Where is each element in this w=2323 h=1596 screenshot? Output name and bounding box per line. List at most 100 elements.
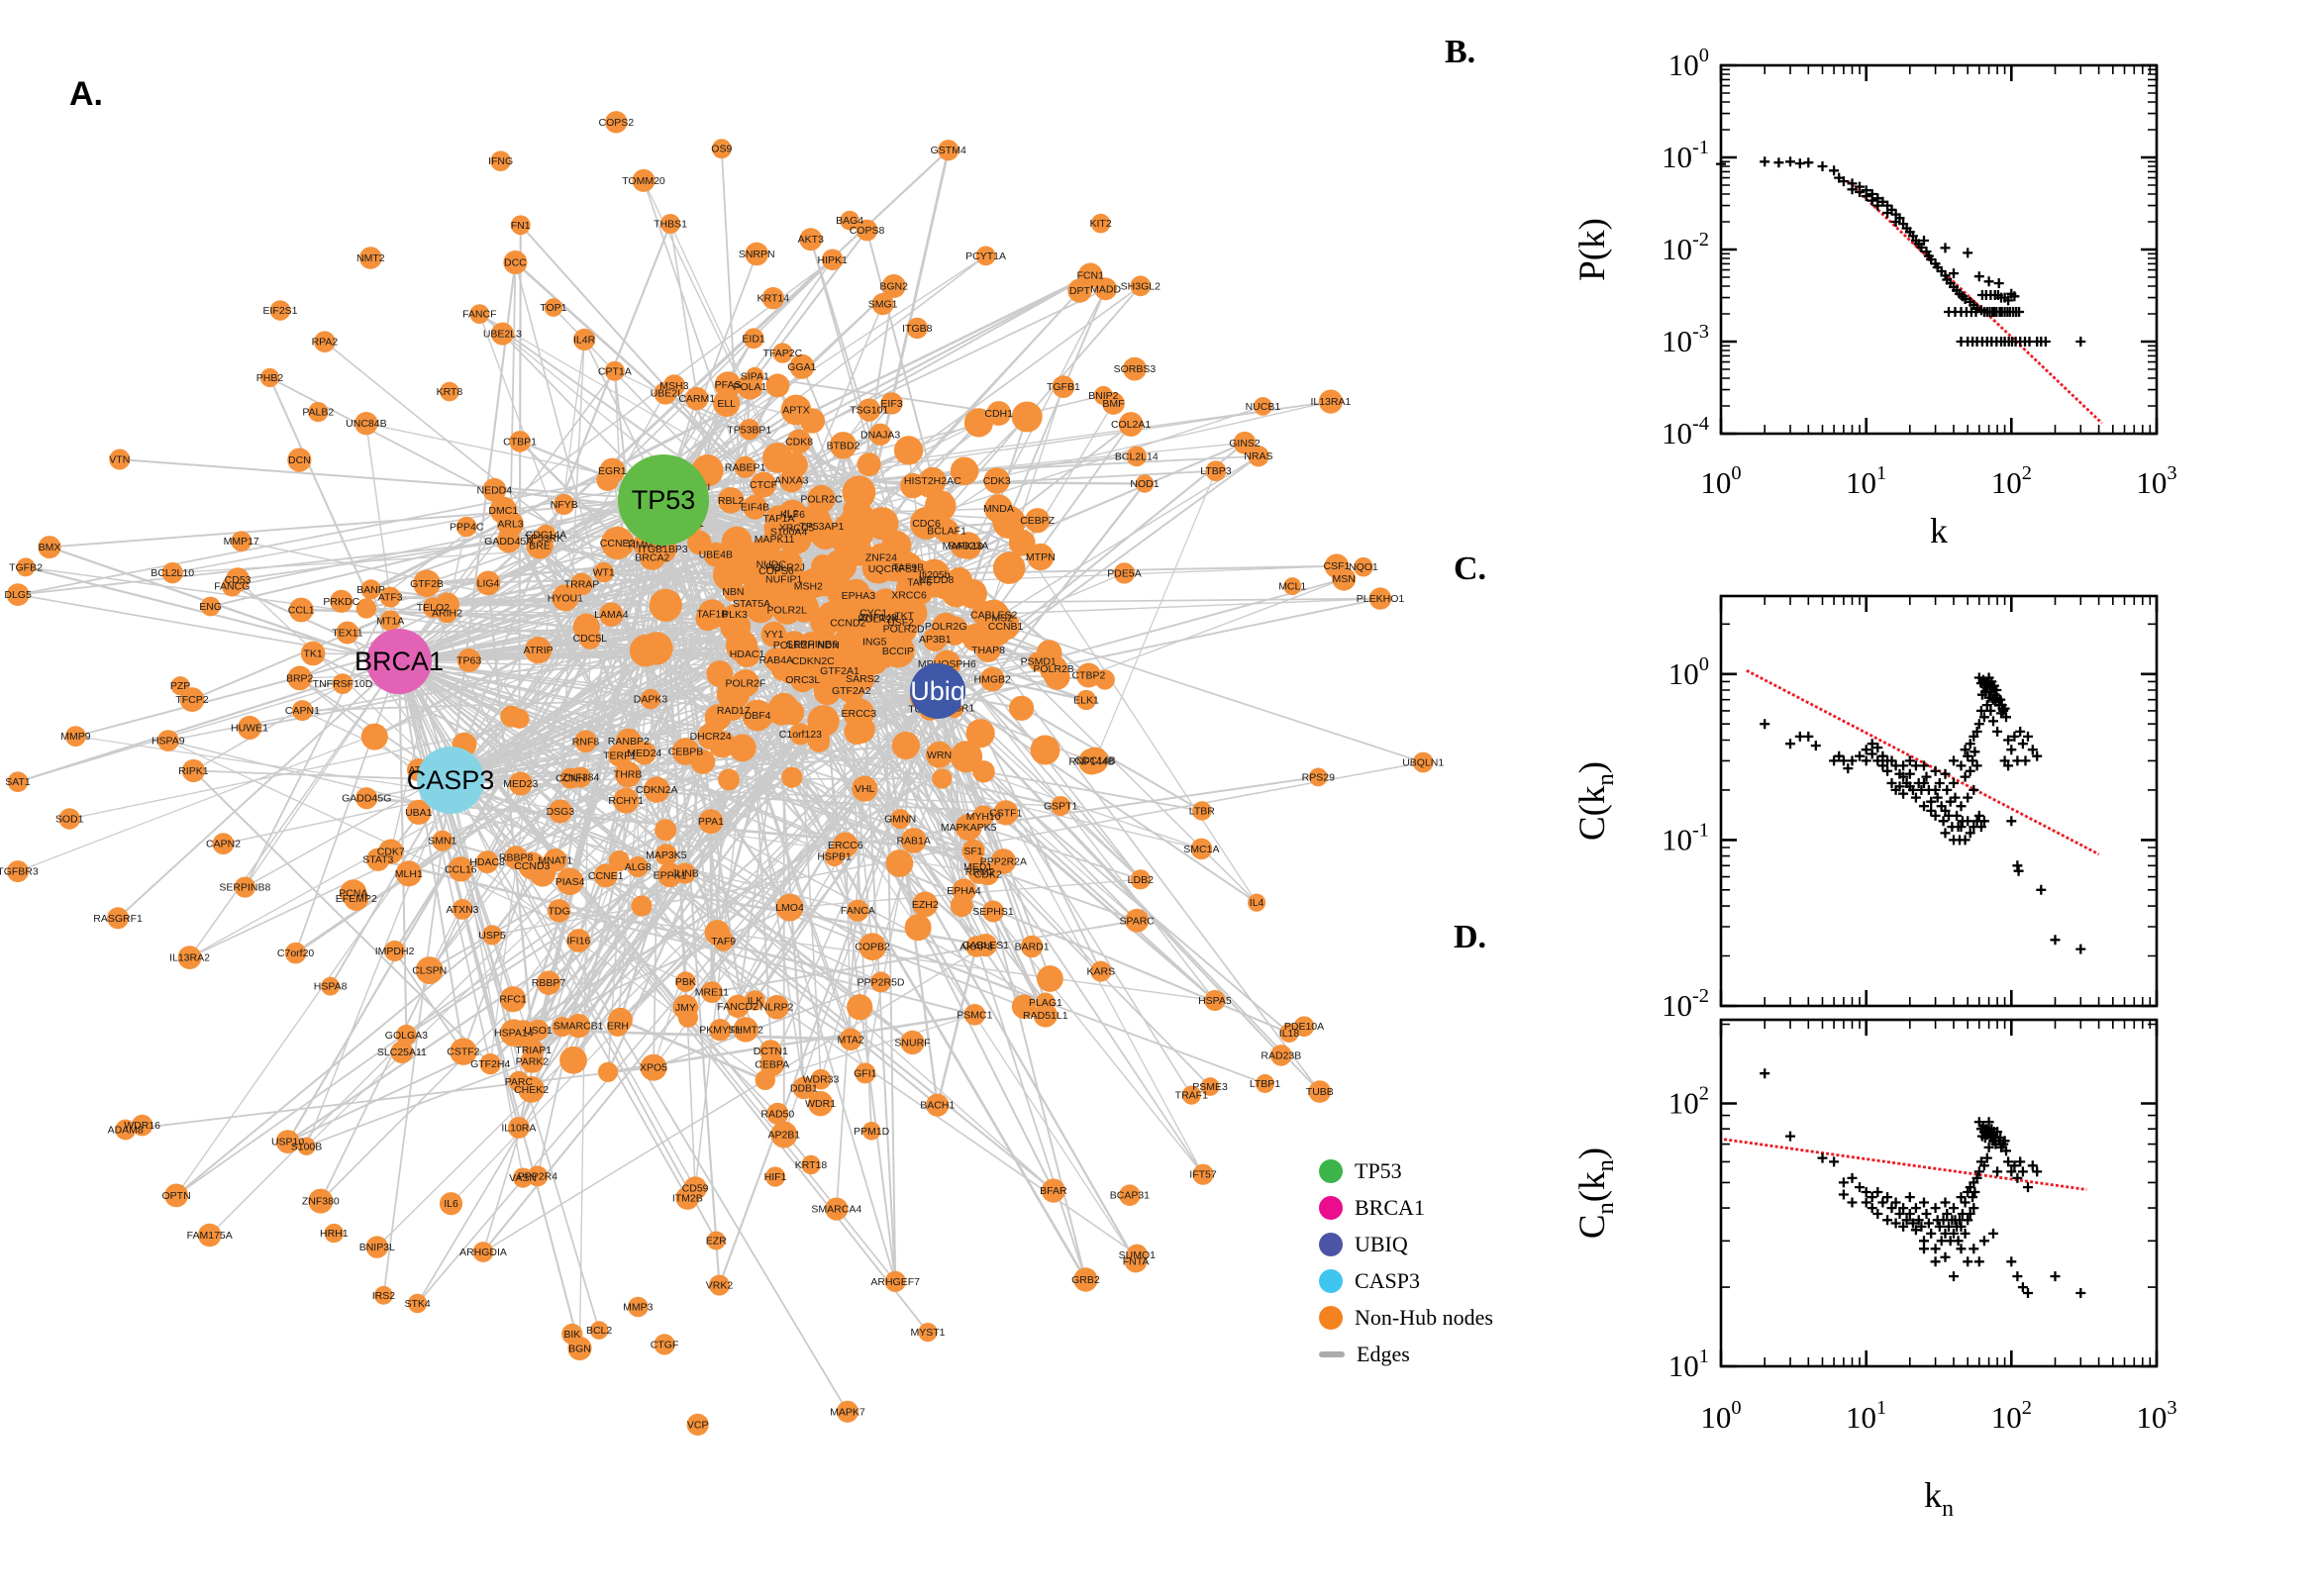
- network-node: [1011, 994, 1037, 1019]
- gene-label: TERF1: [603, 749, 636, 761]
- gene-label: ILK: [748, 995, 763, 1007]
- network-node: [415, 956, 444, 984]
- network-node: [760, 621, 787, 648]
- gene-label: IRS2: [372, 1290, 396, 1302]
- network-node: [16, 557, 36, 577]
- network-node: [759, 553, 782, 576]
- gene-label: TNFRSF10D: [313, 678, 373, 690]
- network-node: [1412, 751, 1434, 773]
- network-node: [566, 929, 591, 952]
- legend-item-non-hub: Non-Hub nodes: [1319, 1303, 1493, 1333]
- gene-label: HSPA8: [314, 981, 348, 993]
- gene-label: DSG3: [547, 806, 575, 818]
- fit-line: [1746, 668, 2100, 856]
- y-tick-label: 10-2: [1662, 985, 1709, 1023]
- gene-label: RABEP1: [725, 461, 766, 473]
- gene-label: RBBP7: [532, 977, 566, 989]
- y-tick-label: 10-2: [1662, 229, 1709, 266]
- network-node: [825, 1197, 849, 1221]
- gene-label: SMG1: [868, 299, 898, 311]
- network-node: [718, 768, 740, 791]
- gene-label: RNF144B: [1068, 756, 1114, 768]
- gene-label: BCAP31: [1110, 1190, 1150, 1202]
- gene-label: HIPK1: [818, 254, 849, 266]
- network-node: [891, 731, 920, 760]
- network-node: [743, 328, 764, 349]
- gene-label: DNAJA3: [860, 429, 900, 441]
- network-node: [644, 776, 670, 803]
- gene-label: BANP: [356, 584, 385, 596]
- legend-node-swatch: [1319, 1306, 1343, 1330]
- gene-label: THRB: [614, 769, 643, 781]
- network-node: [1075, 662, 1101, 688]
- network-node: [544, 298, 563, 317]
- network-node: [573, 328, 596, 351]
- scatter-points: [1760, 1068, 2086, 1298]
- network-node: [354, 412, 378, 436]
- network-node: [527, 1019, 550, 1042]
- network-node: [950, 741, 983, 773]
- network-node: [578, 627, 601, 649]
- gene-label: UQCRFS1: [868, 563, 918, 575]
- network-node: [975, 637, 1001, 662]
- gene-label: THAP8: [971, 645, 1005, 656]
- hub-label-ubiq: Ubiq: [910, 676, 965, 706]
- network-node: [856, 219, 878, 242]
- gene-label: MNAT1: [538, 854, 572, 866]
- network-node: [1067, 278, 1092, 303]
- gene-label: ALG8: [625, 861, 652, 873]
- network-node: [979, 666, 1005, 692]
- gene-label: IL13RA2: [169, 952, 210, 964]
- network-node: [738, 590, 765, 617]
- gene-label: FANCF: [462, 309, 496, 321]
- gene-label: ADAM8: [108, 1125, 144, 1137]
- gene-label: NFYB: [551, 499, 578, 511]
- gene-label: PFAS: [715, 379, 742, 391]
- network-node: [633, 741, 656, 765]
- gene-label: PZP: [170, 680, 190, 692]
- gene-label: CAPN2: [206, 839, 241, 850]
- gene-label: PBK: [675, 976, 696, 988]
- network-node: [631, 895, 653, 917]
- gene-label: MCL1: [1278, 581, 1306, 593]
- network-node: [865, 507, 899, 541]
- network-node: [510, 215, 531, 236]
- gene-label: IL10RA: [501, 1123, 536, 1135]
- network-node: [406, 799, 432, 825]
- legend-node-swatch: [1319, 1159, 1343, 1183]
- network-node: [1181, 1085, 1201, 1105]
- gene-label: PDE10A: [1284, 1021, 1324, 1033]
- network-node: [1125, 908, 1150, 933]
- gene-label: MMP17: [224, 536, 259, 548]
- gene-label: KLF6: [780, 509, 805, 521]
- network-node: [379, 586, 401, 608]
- gene-label: PPP2R4: [518, 1170, 557, 1182]
- gene-label: EIF3: [880, 398, 902, 410]
- gene-label: GMNN: [884, 814, 916, 826]
- plot-frame: [1719, 63, 2159, 436]
- network-node: [764, 1166, 786, 1187]
- network-node: [734, 641, 760, 667]
- gene-label: THBS1: [654, 219, 687, 231]
- gene-label: UBA1: [405, 807, 433, 819]
- network-node: [950, 533, 975, 558]
- hub-label-tp53: TP53: [632, 485, 696, 515]
- gene-label: SLC25A11: [377, 1047, 427, 1058]
- gene-label: CDK7: [377, 847, 405, 858]
- gene-label: JMY: [675, 1002, 696, 1014]
- network-node: [269, 300, 291, 321]
- gene-label: HYOU1: [548, 592, 583, 604]
- network-node: [868, 423, 892, 446]
- gene-label: PKMYT1: [699, 1025, 741, 1037]
- network-node: [714, 371, 742, 399]
- gene-label: IFI16: [566, 936, 590, 948]
- gene-label: RIPK1: [178, 765, 209, 777]
- network-node: [906, 317, 928, 340]
- network-node: [597, 1061, 619, 1082]
- gene-label: GADD45A: [484, 536, 533, 548]
- gene-label: POLR2C: [800, 494, 842, 506]
- legend-label: TP53: [1355, 1158, 1402, 1183]
- gene-label: HSPA9: [152, 736, 185, 748]
- gene-label: SNURF: [894, 1037, 930, 1048]
- network-node: [1192, 1163, 1214, 1185]
